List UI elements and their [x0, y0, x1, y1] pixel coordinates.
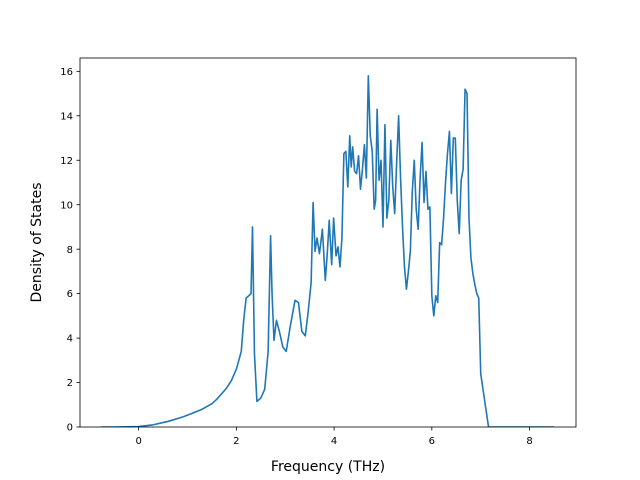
- y-tick-label: 6: [67, 289, 73, 300]
- y-tick-label: 14: [60, 111, 73, 122]
- y-tick-label: 4: [67, 334, 73, 345]
- x-tick-label: 6: [429, 436, 435, 447]
- x-tick-label: 8: [526, 436, 532, 447]
- x-tick-label: 4: [331, 436, 337, 447]
- y-tick-label: 16: [60, 67, 73, 78]
- dos-series-line: [101, 74, 555, 427]
- axes-frame: [79, 57, 577, 428]
- y-axis-label: Density of States: [29, 183, 45, 303]
- y-tick-label: 10: [60, 200, 73, 211]
- x-tick-label: 2: [233, 436, 239, 447]
- y-tick-label: 0: [67, 423, 73, 434]
- y-tick-label: 2: [67, 378, 73, 389]
- x-axis-label: Frequency (THz): [271, 459, 385, 475]
- x-tick-label: 0: [135, 436, 141, 447]
- y-tick-label: 12: [60, 156, 73, 167]
- y-tick-label: 8: [67, 245, 73, 256]
